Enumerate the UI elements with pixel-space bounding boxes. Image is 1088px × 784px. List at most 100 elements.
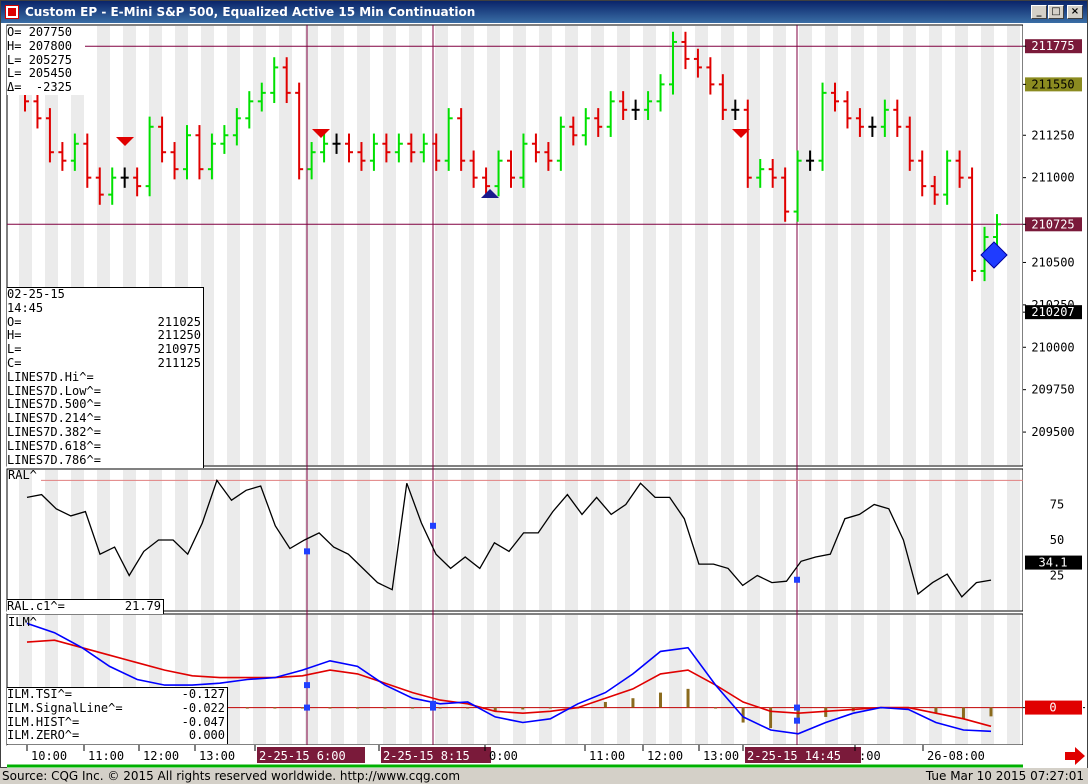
ilm-hist-bar: [934, 707, 938, 714]
time-axis-label: 12:00: [647, 749, 683, 763]
ilm-hist-bar: [631, 698, 635, 708]
session-stripe: [435, 470, 448, 610]
price-bar: [195, 125, 204, 180]
price-bar: [793, 150, 802, 222]
price-bar: [731, 99, 740, 120]
price-bar: [382, 133, 391, 163]
price-bar: [768, 158, 777, 188]
price-bar: [918, 150, 927, 197]
price-bar: [544, 142, 553, 171]
session-stripe: [695, 615, 708, 744]
session-stripe: [591, 470, 604, 610]
sell-signal-marker: [732, 129, 750, 138]
session-stripe: [721, 26, 734, 465]
price-bar: [369, 133, 378, 171]
ilm-hist-bar: [961, 707, 965, 719]
scroll-right-arrow-icon[interactable]: [1065, 747, 1085, 765]
session-stripe: [721, 470, 734, 610]
cursor-time: 14:45: [7, 300, 44, 315]
session-stripe: [851, 26, 864, 465]
price-axis-marker: [1025, 77, 1082, 92]
price-axis-label: 210207: [1031, 305, 1074, 319]
price-bar: [718, 74, 727, 120]
session-stripe: [903, 26, 916, 465]
ral-readout-label: RAL.c1^=: [7, 599, 65, 613]
time-axis-label: 13:00: [199, 749, 235, 763]
session-stripe: [877, 615, 890, 744]
ilm-hist-bar: [686, 688, 690, 708]
session-stripe: [721, 615, 734, 744]
price-axis-label: 210000: [1031, 340, 1074, 354]
session-stripe: [513, 26, 526, 465]
session-stripe: [799, 615, 812, 744]
price-bar: [432, 133, 441, 171]
cursor-close: 211125: [157, 355, 201, 370]
cursor-info-box: 02-25-15 14:45 O= 211025 H= 211250 L= 21097…: [7, 287, 204, 468]
session-stripe: [773, 470, 786, 610]
price-bar: [806, 150, 815, 171]
session-stripe: [877, 470, 890, 610]
buy-signal-marker: [481, 189, 499, 198]
session-stripe: [461, 615, 474, 744]
cursor-low: 210975: [157, 342, 201, 357]
summary-low-2: 205450: [28, 66, 73, 81]
session-stripe: [331, 470, 344, 610]
session-stripe: [825, 615, 838, 744]
session-stripe: [669, 26, 682, 465]
ral-title: RAL^: [8, 468, 37, 482]
session-stripe: [591, 615, 604, 744]
price-bar: [669, 31, 677, 95]
lines-hi: LINES7D.Hi^=: [7, 369, 94, 384]
minimize-button[interactable]: _: [1031, 5, 1047, 19]
session-stripe: [149, 470, 162, 610]
chart-canvas[interactable]: 211775 211550 211250 211000 210725 210500 2102…: [1, 23, 1087, 768]
chart-window: Custom EP - E-Mini S&P 500, Equalized Ac…: [0, 0, 1088, 768]
session-stripe: [461, 470, 474, 610]
lines-500: LINES7D.500^=: [7, 397, 101, 412]
restore-button[interactable]: □: [1048, 5, 1064, 19]
ilm-hist-bar: [989, 707, 993, 717]
ilm-zero-label: ILM.ZERO^=: [7, 728, 80, 743]
price-axis-label: 210500: [1031, 255, 1074, 269]
price-bar: [282, 57, 291, 104]
price-bar: [332, 133, 341, 154]
summary-high: 207800: [28, 38, 73, 53]
ilm-labels-box: ILM.TSI^= -0.127 ILM.SignalLine^= -0.022 I…: [7, 687, 228, 744]
session-stripe: [851, 470, 864, 610]
close-button[interactable]: ×: [1067, 5, 1083, 19]
session-stripe: [123, 470, 136, 610]
price-bar: [70, 133, 79, 171]
price-bar: [108, 167, 117, 205]
ilm-signal-line: [26, 639, 992, 728]
ilm-signal-dot: [794, 717, 800, 724]
lines-low: LINES7D.Low^=: [7, 383, 101, 398]
ilm-signal-dot: [304, 704, 310, 711]
time-axis-label: 0:00: [489, 749, 518, 763]
session-stripe: [981, 26, 994, 465]
title-bar[interactable]: Custom EP - E-Mini S&P 500, Equalized Ac…: [1, 1, 1087, 23]
session-stripe: [981, 470, 994, 610]
session-stripe: [747, 615, 760, 744]
time-axis-label: :00: [859, 749, 881, 763]
price-bar: [594, 108, 603, 137]
session-stripe: [903, 615, 916, 744]
session-stripe: [253, 615, 266, 744]
session-stripe: [1007, 615, 1020, 744]
ilm-hist-label: ILM.HIST^=: [7, 714, 80, 729]
window-title: Custom EP - E-Mini S&P 500, Equalized Ac…: [25, 5, 476, 19]
session-stripe: [331, 615, 344, 744]
price-bar: [955, 150, 964, 188]
session-stripe: [929, 26, 942, 465]
ilm-signal-label: ILM.SignalLine^=: [7, 700, 123, 715]
sell-signal-marker: [116, 137, 134, 146]
price-bar: [743, 99, 752, 188]
price-bar: [706, 57, 715, 95]
session-stripe: [903, 470, 916, 610]
ilm-hist-bar: [466, 707, 470, 709]
ilm-hist-bar: [383, 707, 387, 709]
price-bar: [531, 133, 540, 163]
price-axis-marker: [1025, 39, 1082, 54]
session-stripe: [357, 470, 370, 610]
price-bar: [693, 48, 702, 78]
ilm-tsi-line: [26, 622, 992, 735]
